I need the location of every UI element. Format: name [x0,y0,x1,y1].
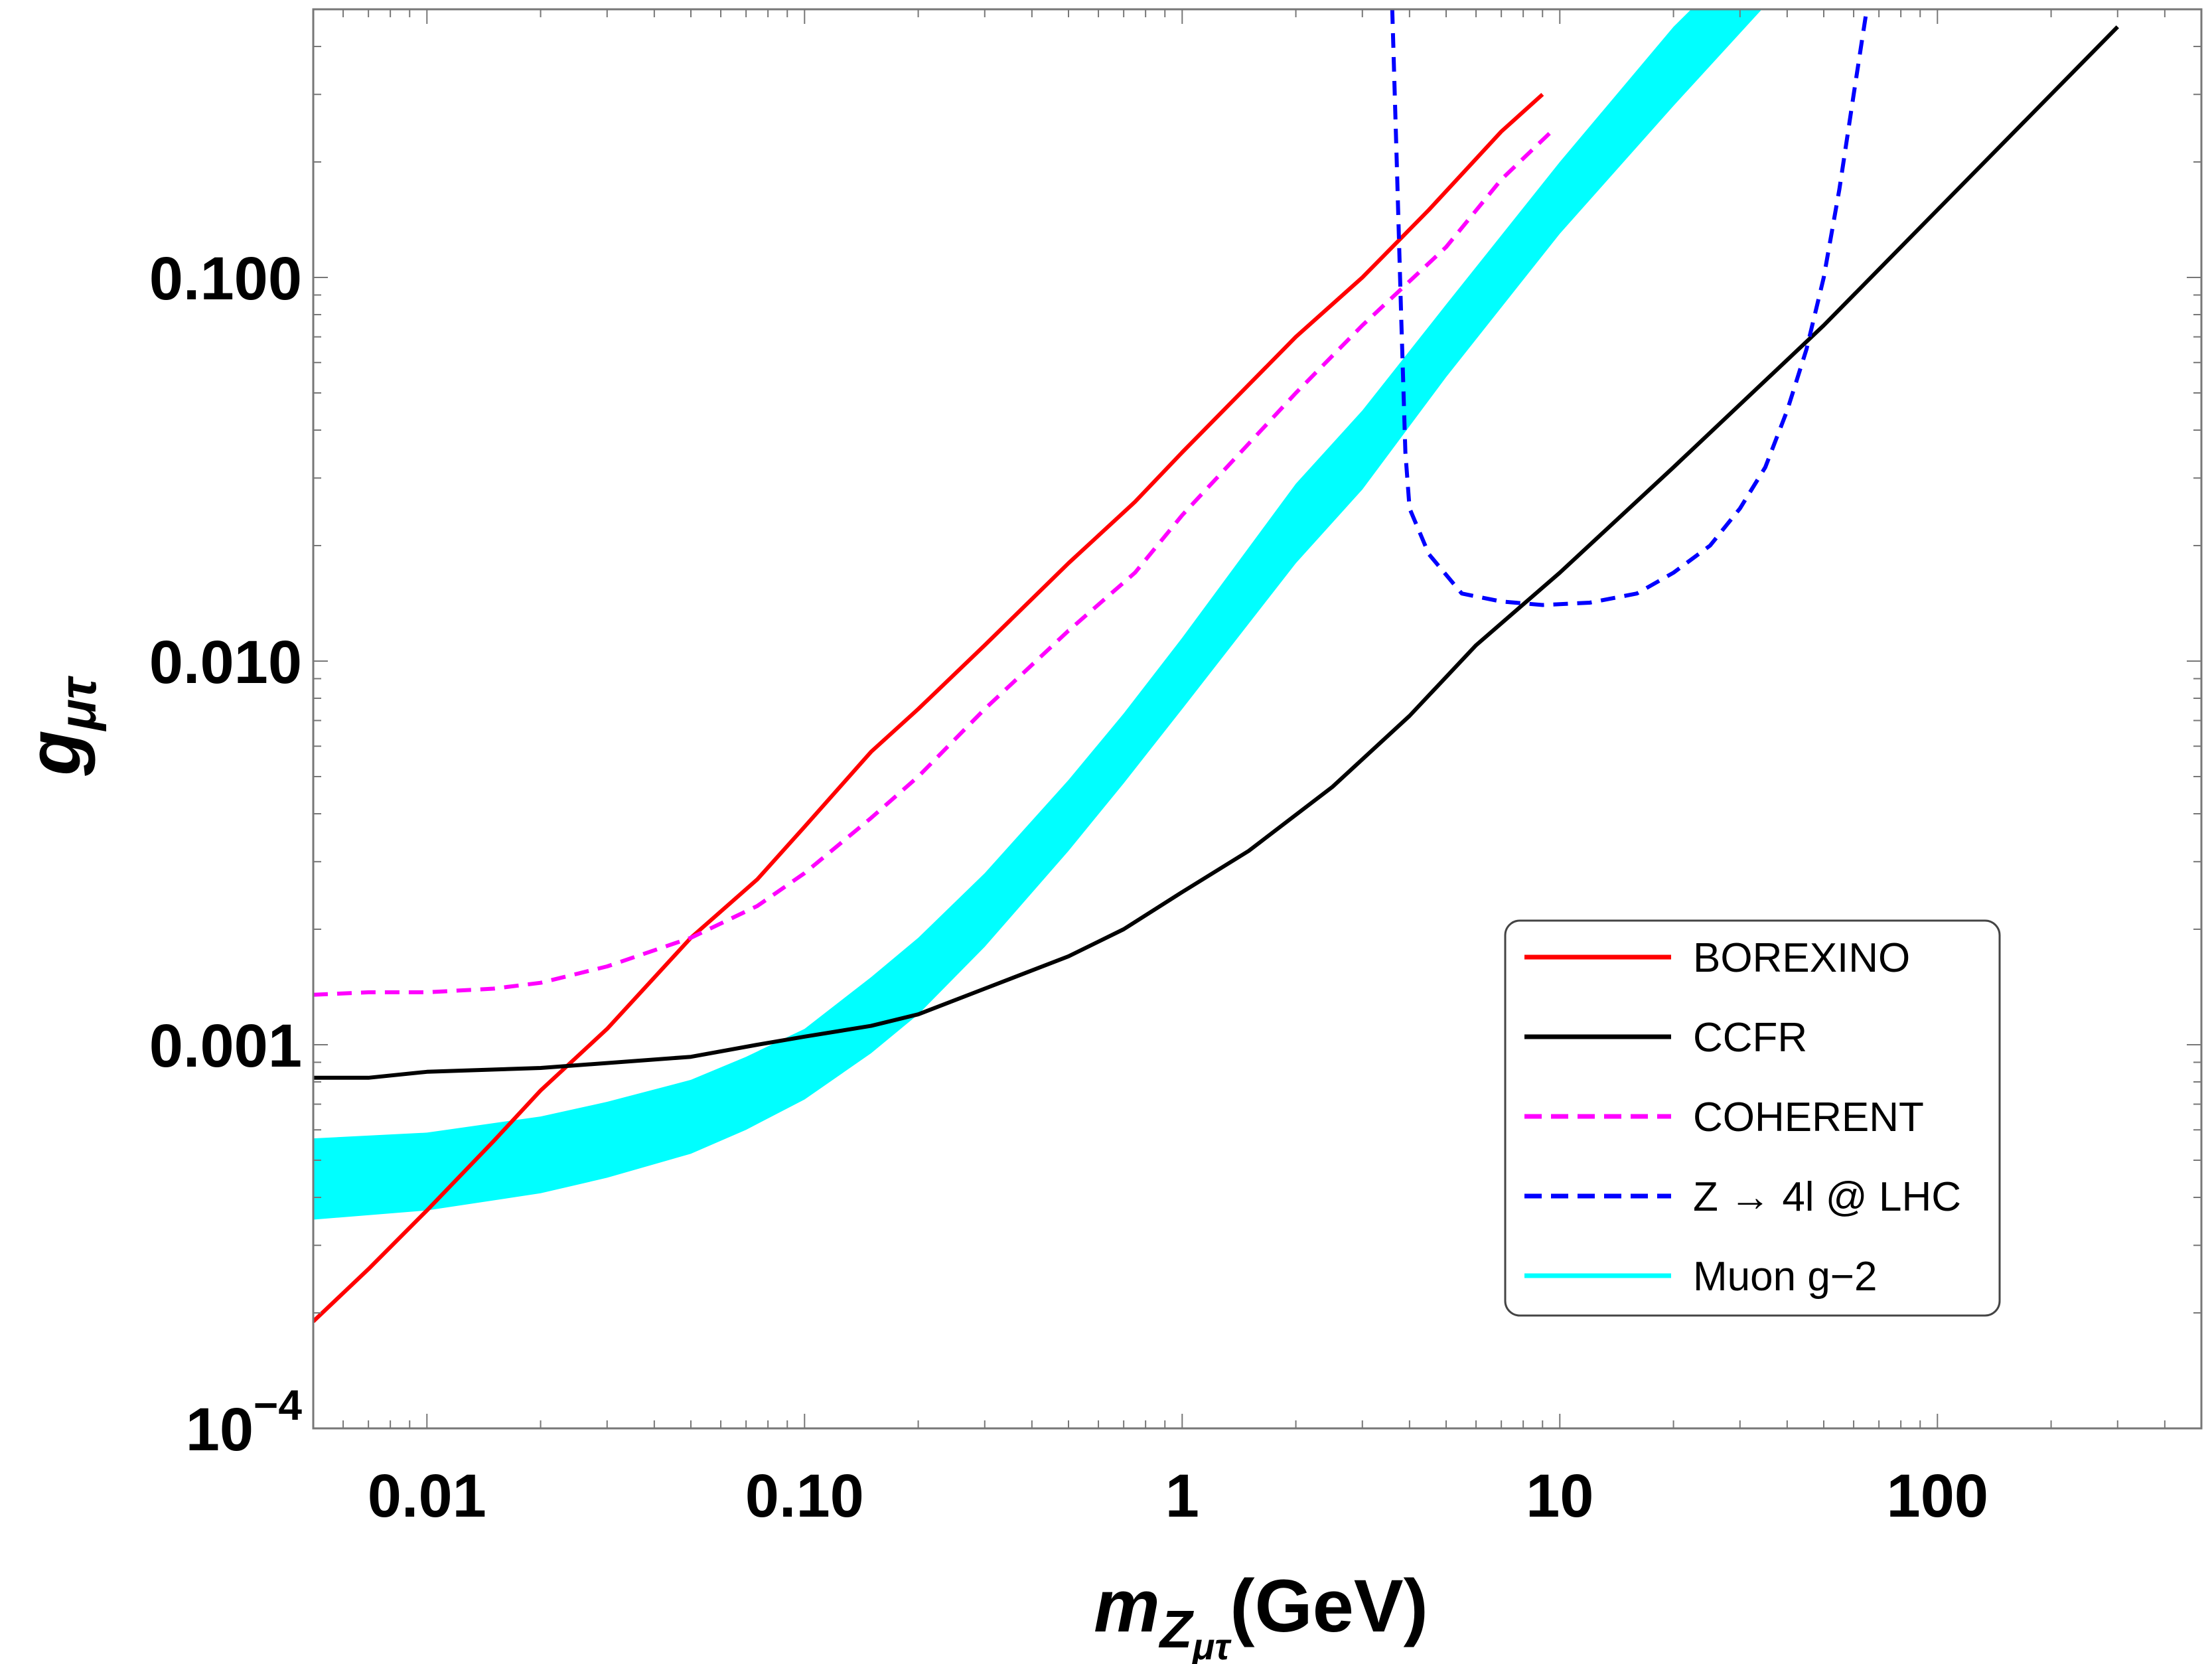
legend-label-ccfr: CCFR [1693,1015,1807,1061]
y-tick-label: 0.010 [149,629,302,696]
series-coherent [313,130,1553,997]
x-tick-label: 0.01 [368,1462,486,1530]
series-z-4l-lhc [1390,9,1869,607]
x-axis-label: mZμτ(GeV) [1094,1564,1428,1664]
y-tick-label: 0.100 [149,245,302,313]
y-axis-label: gμτ [13,675,107,776]
legend-label-borexino: BOREXINO [1693,935,1910,981]
legend-label-muon-g-2: Muon g−2 [1693,1254,1878,1300]
x-tick-label: 10 [1526,1462,1593,1530]
x-tick-label: 1 [1165,1462,1199,1530]
legend-label-z-4l-lhc: Z → 4l @ LHC [1693,1174,1961,1220]
x-tick-label: 100 [1887,1462,1989,1530]
y-tick-label: 10−4 [186,1381,303,1464]
plot-frame [312,8,2203,1430]
series-ccfr [313,25,2119,1080]
muon-g2-band [313,9,1762,1220]
series-borexino [313,92,1544,1324]
legend-label-coherent: COHERENT [1693,1095,1924,1140]
y-tick-label: 0.001 [149,1012,302,1080]
x-tick-label: 0.10 [745,1462,864,1530]
legend-box [1504,919,2001,1317]
